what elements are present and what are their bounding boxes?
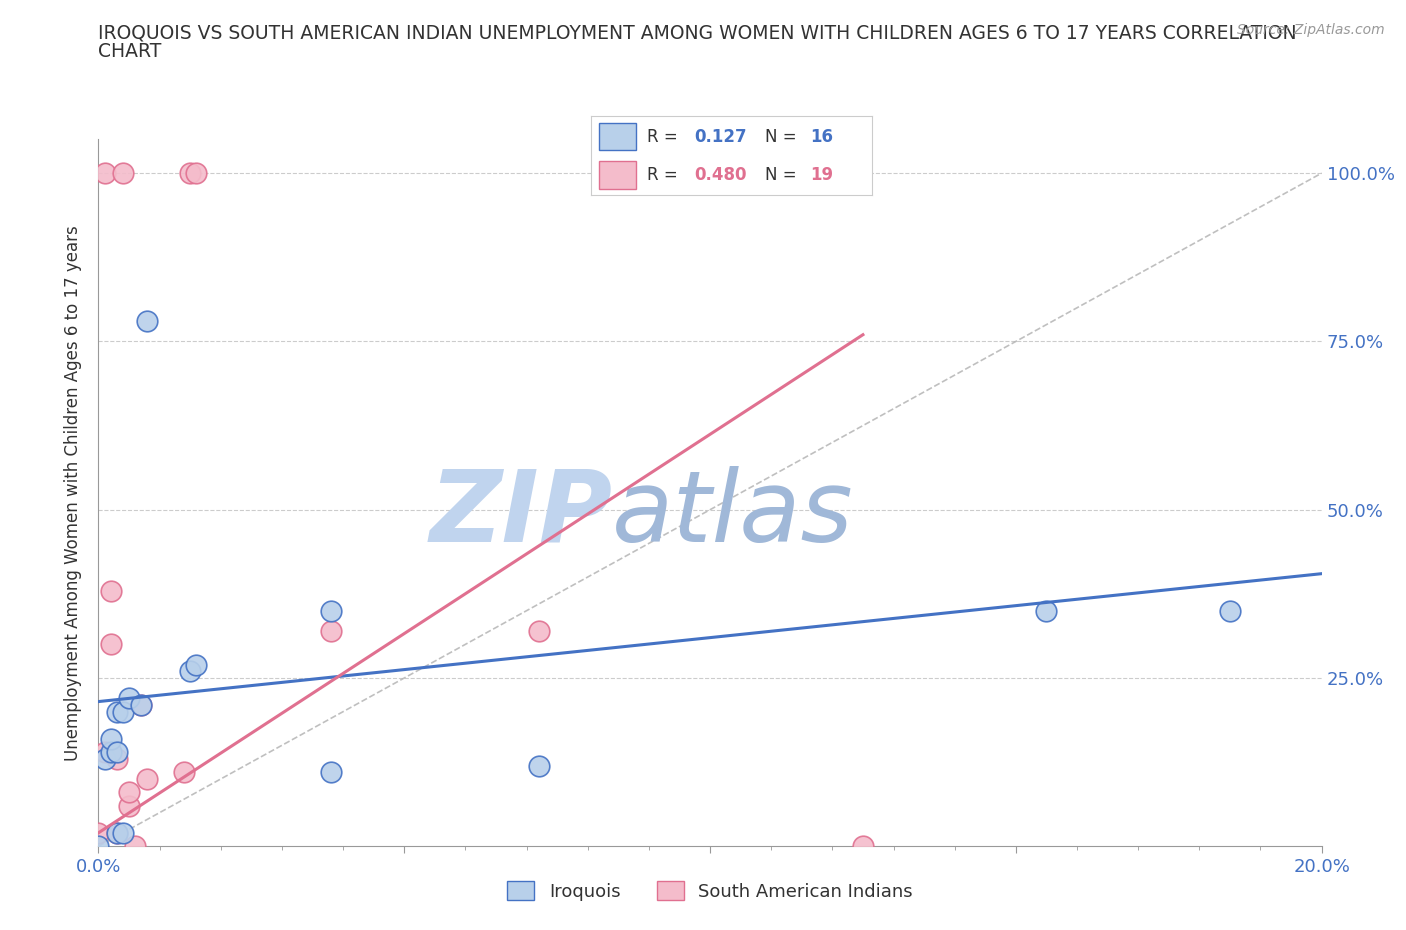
Point [129,698,152,712]
Point [852,839,875,854]
Point [111,166,134,180]
Legend: Iroquois, South American Indians: Iroquois, South American Indians [501,874,920,908]
Point [105,826,128,841]
Bar [599,161,636,189]
Point [87,839,110,854]
Text: 16: 16 [810,127,832,146]
Point [100,731,122,746]
Point [186,658,208,672]
Text: ZIP: ZIP [429,466,612,563]
Point [87,826,110,841]
Point [319,604,342,618]
Point [179,664,201,679]
Point [527,623,550,638]
Point [93,751,115,766]
Y-axis label: Unemployment Among Women with Children Ages 6 to 17 years: Unemployment Among Women with Children A… [65,225,83,761]
Point [186,166,208,180]
Point [105,751,128,766]
Point [136,313,159,328]
Point [118,799,141,814]
Point [105,704,128,719]
Text: IROQUOIS VS SOUTH AMERICAN INDIAN UNEMPLOYMENT AMONG WOMEN WITH CHILDREN AGES 6 : IROQUOIS VS SOUTH AMERICAN INDIAN UNEMPL… [98,23,1298,42]
Point [129,698,152,712]
Bar [599,123,636,151]
Point [93,745,115,760]
Point [527,758,550,773]
Text: R =: R = [647,127,678,146]
Point [124,839,146,854]
Point [111,826,134,841]
Point [93,166,115,180]
Point [111,704,134,719]
Point [1035,604,1057,618]
Text: atlas: atlas [612,466,853,563]
Point [179,166,201,180]
Text: 0.127: 0.127 [695,127,747,146]
Point [118,785,141,800]
Point [100,637,122,652]
Point [100,745,122,760]
Point [100,583,122,598]
Text: N =: N = [765,166,796,184]
Text: 19: 19 [810,166,832,184]
Point [1219,604,1241,618]
Point [105,745,128,760]
Text: Source: ZipAtlas.com: Source: ZipAtlas.com [1237,23,1385,37]
Text: R =: R = [647,166,678,184]
Point [118,691,141,706]
Point [105,826,128,841]
Point [319,764,342,779]
Point [136,772,159,787]
Text: CHART: CHART [98,42,162,60]
Text: N =: N = [765,127,796,146]
Point [319,623,342,638]
Point [173,764,195,779]
Text: 0.480: 0.480 [695,166,747,184]
